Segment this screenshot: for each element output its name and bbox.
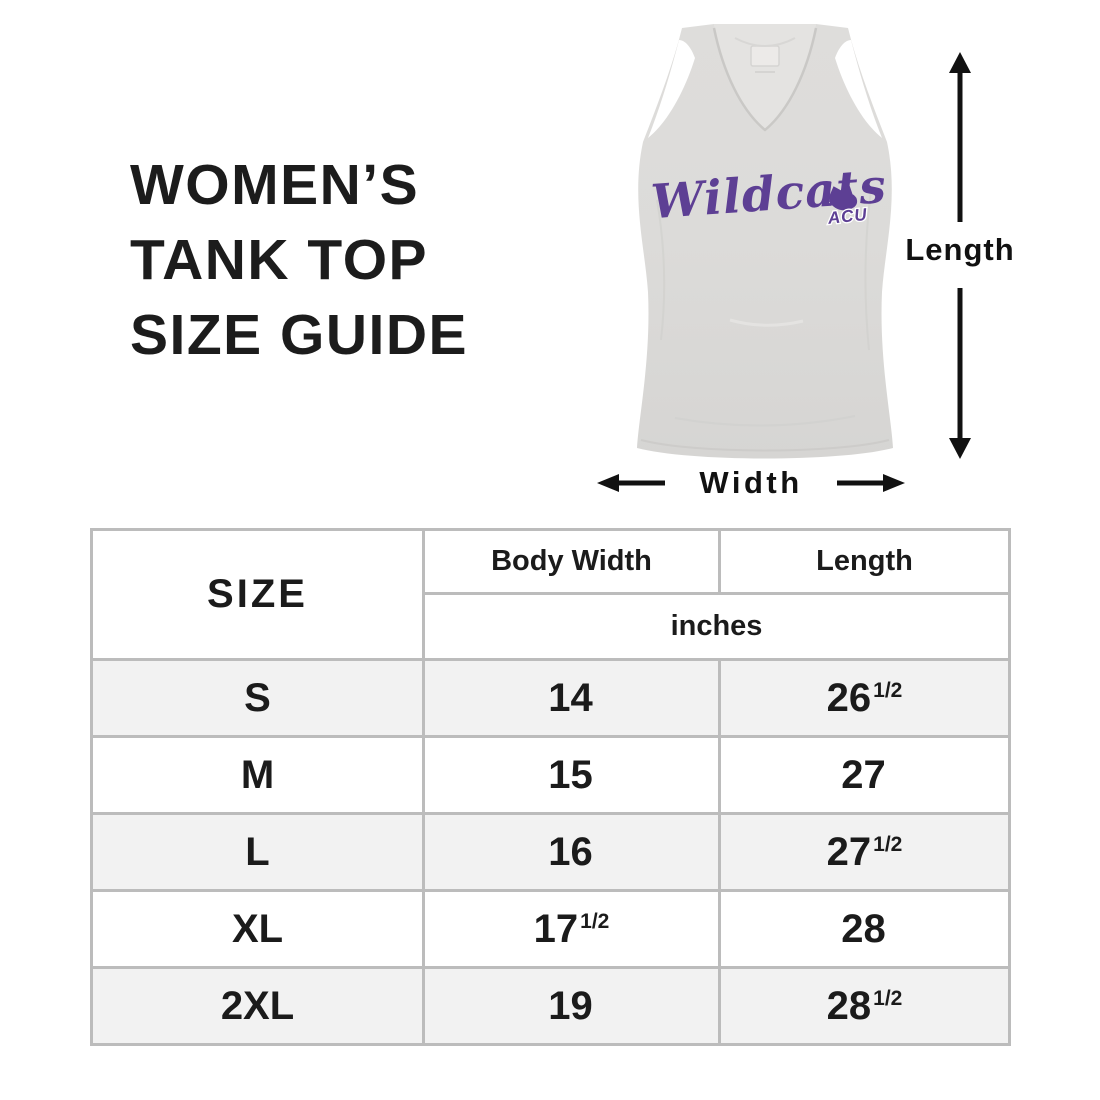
- col-header-body-width: Body Width: [422, 528, 721, 595]
- title-line-2: TANK TOP: [130, 228, 429, 292]
- tank-back-panel: [714, 24, 816, 148]
- size-cell: L: [90, 812, 425, 892]
- tank-top-illustration: Wildcats ACU: [637, 24, 893, 459]
- body-width-cell: 171/2: [422, 889, 721, 969]
- body-width-cell: 16: [422, 812, 721, 892]
- width-label: Width: [699, 465, 803, 500]
- col-header-size: SIZE: [90, 528, 425, 661]
- tank-top-graphic: Wildcats ACU: [615, 20, 915, 475]
- length-cell: 281/2: [718, 966, 1011, 1046]
- length-label: Length: [905, 232, 1015, 267]
- table-row-l: L 16 271/2: [90, 812, 1011, 892]
- body-width-cell: 19: [422, 966, 721, 1046]
- length-cell: 28: [718, 889, 1011, 969]
- wildcat-head-icon: [829, 185, 858, 211]
- body-width-cell: 15: [422, 735, 721, 815]
- width-dimension: Width: [595, 461, 907, 505]
- table-row-xl: XL 171/2 28: [90, 889, 1011, 969]
- wrinkle-hem: [674, 415, 856, 427]
- size-cell: 2XL: [90, 966, 425, 1046]
- neckline-seam: [712, 27, 818, 132]
- tank-top-shape: [637, 24, 893, 459]
- wrinkle-right: [864, 189, 872, 351]
- length-cell: 271/2: [718, 812, 1011, 892]
- size-cell: S: [90, 658, 425, 738]
- length-dimension: Length: [880, 48, 1040, 463]
- wrinkle-left: [656, 199, 666, 341]
- col-header-length: Length: [718, 528, 1011, 595]
- unit-header: inches: [422, 592, 1011, 661]
- highlight-fold: [729, 318, 804, 327]
- back-seam: [734, 37, 796, 47]
- table-row-m: M 15 27: [90, 735, 1011, 815]
- table-unit-row: inches: [92, 592, 1011, 661]
- table-row-s: S 14 261/2: [90, 658, 1011, 738]
- right-armhole: [835, 40, 882, 138]
- width-arrow-left-icon: [597, 474, 665, 492]
- table-header-row: SIZE Body Width Length: [90, 528, 1011, 661]
- title-line-3: SIZE GUIDE: [130, 303, 469, 367]
- body-width-cell: 14: [422, 658, 721, 738]
- size-cell: XL: [90, 889, 425, 969]
- page-title: WOMEN’S TANK TOP SIZE GUIDE: [130, 148, 468, 373]
- hem-seam: [640, 439, 890, 452]
- table-row-2xl: 2XL 19 281/2: [90, 966, 1011, 1046]
- length-arrow-icon: [949, 52, 971, 459]
- length-cell: 27: [718, 735, 1011, 815]
- left-armhole: [648, 40, 695, 138]
- width-arrow-right-icon: [836, 474, 905, 492]
- title-line-1: WOMEN’S: [130, 153, 420, 217]
- length-cell: 261/2: [718, 658, 1011, 738]
- size-table: SIZE Body Width Length inches S 14 261/2…: [90, 528, 1011, 1046]
- neck-tag: [750, 45, 780, 67]
- size-cell: M: [90, 735, 425, 815]
